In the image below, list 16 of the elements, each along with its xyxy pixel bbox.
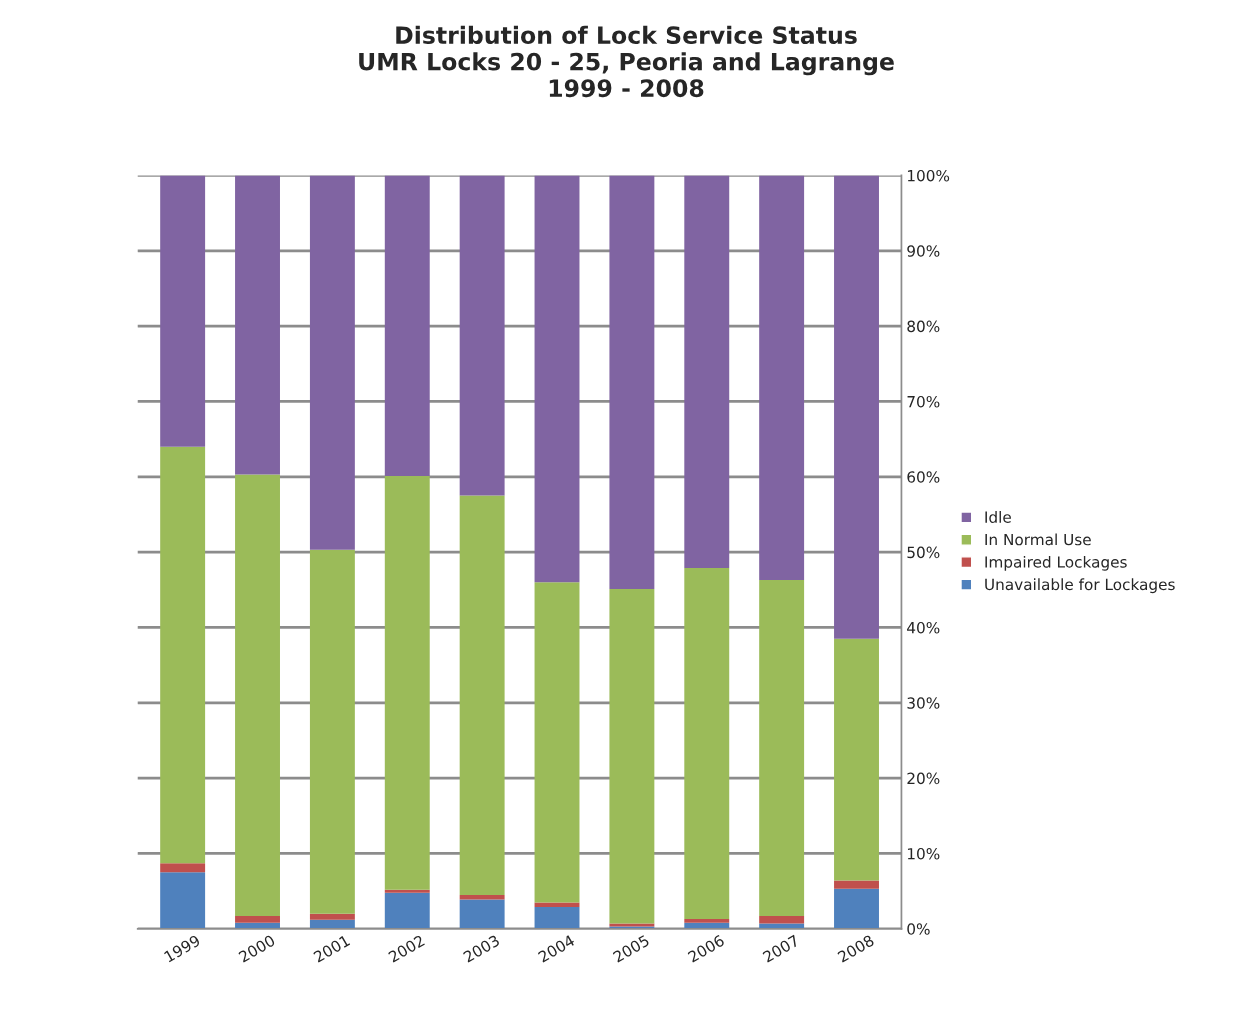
- y-tick-label: 60%: [907, 471, 940, 483]
- y-tick-label: 50%: [907, 546, 940, 559]
- y-tick-label: 80%: [907, 320, 940, 333]
- chart-title: Distribution of Lock Service Status UMR Locks 20 - 25, Peoria and Lagrange 1999 - 2008: [359, 25, 894, 98]
- y-tick-label: 100%: [907, 169, 950, 182]
- y-tick-label: 20%: [907, 772, 940, 785]
- legend-label: Impaired Lockages: [985, 555, 1127, 571]
- y-tick-label: 30%: [907, 697, 940, 709]
- y-tick-label: 0%: [907, 923, 930, 935]
- legend-label: Unavailable for Lockages: [985, 578, 1175, 594]
- y-tick-label: 10%: [907, 847, 940, 860]
- y-tick-label: 90%: [907, 245, 940, 257]
- y-tick-label: 40%: [907, 621, 940, 634]
- legend-label: Idle: [985, 511, 1011, 523]
- legend-label: In Normal Use: [985, 533, 1091, 546]
- y-tick-label: 70%: [907, 395, 940, 408]
